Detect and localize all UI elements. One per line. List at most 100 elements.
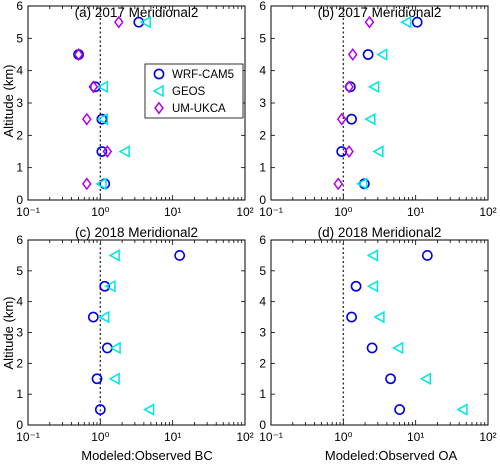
x-tick-label: 10² — [236, 430, 253, 444]
y-tick-label: 1 — [16, 387, 23, 401]
data-point-geos — [96, 112, 109, 126]
legend-marker-um-ukca — [154, 101, 164, 115]
legend-label-geos: GEOS — [172, 86, 206, 98]
data-point-geos — [419, 372, 431, 386]
data-point-wrf-cam5 — [366, 342, 378, 354]
data-point-um-ukca — [81, 177, 92, 191]
y-tick-label: 1 — [16, 161, 23, 175]
data-point-geos — [372, 145, 384, 158]
data-point-um-ukca — [364, 15, 375, 29]
y-axis-label-top: Altitude (km) — [1, 65, 16, 138]
y-tick-label: 2 — [16, 356, 23, 370]
y-tick-label: 4 — [259, 64, 266, 78]
x-tick-label: 10² — [479, 430, 496, 444]
x-tick-label: 10⁻¹ — [16, 430, 40, 444]
y-tick-label: 0 — [16, 193, 23, 207]
data-point-geos — [367, 80, 380, 94]
data-point-wrf-cam5 — [133, 16, 145, 28]
panel-title: (a) 2017 Meridional2 — [75, 5, 199, 20]
y-tick-label: 6 — [259, 233, 266, 247]
data-point-geos — [373, 310, 385, 324]
y-tick-label: 6 — [259, 0, 266, 13]
plot-frame — [270, 5, 489, 201]
panel-c: 10⁻¹ 10⁰ 10¹ 10² 0 1 2 3 4 5 6 (c) 2018 Meridional2 — [16, 225, 254, 444]
data-point-geos — [96, 80, 109, 94]
data-point-geos — [109, 341, 121, 355]
y-tick-label: 5 — [259, 264, 266, 278]
y-tick-label: 1 — [259, 387, 266, 401]
data-point-wrf-cam5 — [358, 178, 370, 190]
panel-d: 10⁻¹ 10⁰ 10¹ 10² 0 1 2 3 4 5 6 (d) 2018 Meridional2 — [259, 225, 497, 444]
y-tick-label: 5 — [259, 31, 266, 45]
data-point-geos — [118, 145, 130, 158]
data-point-geos — [139, 15, 151, 29]
legend: WRF-CAM5 GEOS UM-UKCA — [144, 63, 244, 119]
y-tick-label: 2 — [259, 356, 266, 370]
data-point-um-ukca — [333, 177, 344, 191]
panel-title: (b) 2017 Meridional2 — [318, 5, 442, 20]
x-tick-label: 10¹ — [164, 205, 181, 219]
data-point-wrf-cam5 — [350, 280, 362, 292]
y-tick-label: 6 — [16, 233, 23, 247]
panel-b: 10⁻¹ 10⁰ 10¹ 10² 0 1 2 3 4 5 6 (b) 2017 Meridional2 — [259, 0, 497, 219]
y-tick-label: 4 — [259, 295, 266, 309]
x-tick-label: 10⁻¹ — [259, 430, 283, 444]
data-point-geos — [143, 403, 155, 416]
data-point-geos — [95, 177, 107, 191]
y-tick-label: 5 — [16, 31, 23, 45]
y-tick-label: 2 — [16, 128, 23, 142]
y-tick-label: 4 — [16, 295, 23, 309]
data-point-geos — [456, 403, 468, 416]
panel-title: (c) 2018 Meridional2 — [75, 225, 198, 240]
x-axis-label-left: Modeled:Observed BC — [81, 448, 213, 463]
data-point-um-ukca — [344, 145, 354, 158]
x-tick-label: 10⁻¹ — [16, 205, 40, 219]
y-tick-label: 3 — [259, 96, 266, 110]
data-point-wrf-cam5 — [336, 146, 348, 157]
data-point-wrf-cam5 — [87, 311, 99, 323]
plot-frame — [27, 239, 246, 426]
y-tick-label: 3 — [16, 326, 23, 340]
x-tick-label: 10⁰ — [334, 430, 352, 444]
data-point-geos — [108, 372, 120, 386]
data-point-um-ukca — [102, 145, 113, 158]
y-tick-label: 6 — [16, 0, 23, 13]
y-tick-label: 3 — [16, 96, 23, 110]
x-tick-label: 10¹ — [164, 430, 181, 444]
data-point-wrf-cam5 — [385, 373, 396, 385]
y-axis-label-bottom: Altitude (km) — [1, 297, 16, 370]
data-point-um-ukca — [88, 80, 99, 94]
data-point-wrf-cam5 — [346, 113, 357, 125]
data-point-wrf-cam5 — [411, 16, 423, 28]
x-tick-label: 10⁻¹ — [259, 205, 283, 219]
data-point-geos — [392, 341, 404, 355]
y-tick-label: 3 — [259, 326, 266, 340]
x-tick-label: 10⁰ — [91, 205, 109, 219]
x-tick-label: 10⁰ — [334, 205, 352, 219]
data-point-um-ukca — [344, 80, 354, 94]
data-point-geos — [366, 279, 379, 293]
data-point-geos — [366, 249, 379, 262]
y-tick-label: 1 — [259, 161, 266, 175]
y-tick-label: 0 — [16, 418, 23, 432]
data-point-um-ukca — [81, 112, 92, 126]
data-point-geos — [104, 279, 116, 293]
data-point-wrf-cam5 — [96, 146, 108, 157]
legend-marker-wrf-cam5 — [153, 68, 165, 80]
x-tick-label: 10¹ — [407, 205, 424, 219]
y-tick-label: 2 — [259, 128, 266, 142]
legend-label-um-ukca: UM-UKCA — [172, 103, 226, 115]
legend-label-wrf-cam5: WRF-CAM5 — [172, 69, 234, 81]
panel-title: (d) 2018 Meridional2 — [318, 225, 442, 240]
panel-a: 10⁻¹ 10⁰ 10¹ 10² 0 1 2 3 4 5 6 (a) 2017 Meridional2 — [16, 0, 254, 219]
y-tick-label: 0 — [259, 193, 266, 207]
plot-frame — [270, 239, 489, 426]
data-point-wrf-cam5 — [99, 280, 111, 292]
y-tick-label: 0 — [259, 418, 266, 432]
data-point-geos — [98, 310, 110, 324]
data-point-um-ukca — [73, 48, 84, 61]
y-tick-label: 4 — [16, 64, 23, 78]
data-point-wrf-cam5 — [91, 373, 103, 385]
data-point-wrf-cam5 — [346, 311, 357, 323]
